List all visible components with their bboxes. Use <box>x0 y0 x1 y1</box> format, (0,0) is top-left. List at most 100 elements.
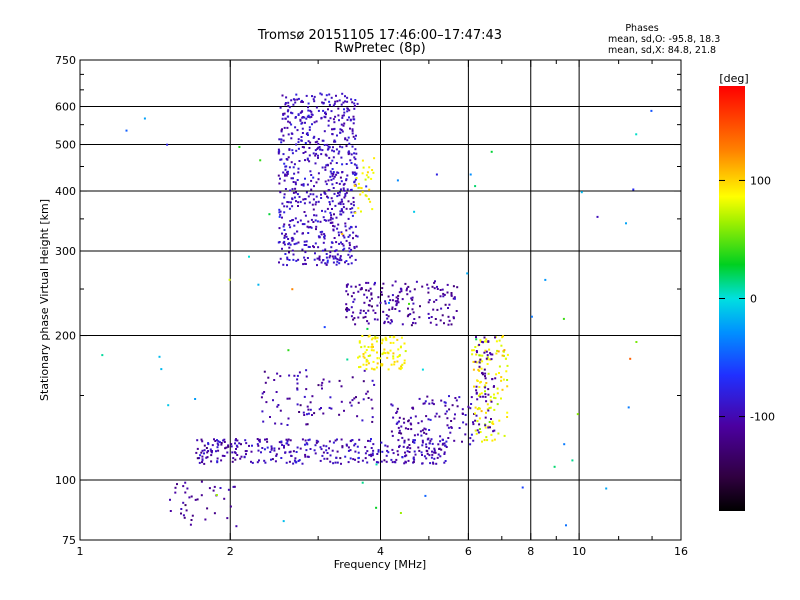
data-point <box>301 116 304 119</box>
data-point <box>472 423 475 426</box>
data-point <box>346 118 349 121</box>
data-point <box>409 290 412 293</box>
data-point <box>335 456 338 459</box>
data-point <box>143 117 146 120</box>
data-point <box>372 171 375 174</box>
data-point <box>480 392 483 395</box>
data-point <box>406 293 409 296</box>
data-point <box>314 452 317 455</box>
data-point <box>321 149 324 152</box>
data-point <box>283 179 286 182</box>
data-point <box>365 281 368 284</box>
data-point <box>240 443 242 446</box>
data-point <box>347 150 350 153</box>
data-point <box>374 337 377 340</box>
data-point <box>313 100 316 103</box>
data-point <box>361 191 364 194</box>
data-point <box>383 351 385 354</box>
data-point <box>295 191 297 194</box>
data-point <box>284 168 287 171</box>
data-point <box>494 336 496 339</box>
data-point <box>282 171 285 174</box>
data-point <box>409 447 412 450</box>
data-point <box>479 395 482 398</box>
data-point <box>370 177 373 180</box>
data-point <box>339 188 342 191</box>
data-point <box>345 308 347 311</box>
data-point <box>277 404 280 406</box>
data-point <box>482 341 484 344</box>
data-point <box>400 336 403 339</box>
data-point <box>317 200 320 203</box>
data-point <box>297 167 300 170</box>
data-point <box>358 355 361 358</box>
data-point <box>322 444 325 447</box>
data-point <box>481 354 484 357</box>
data-point <box>194 498 197 501</box>
data-point <box>353 163 356 166</box>
data-point <box>349 189 352 192</box>
data-point <box>275 391 278 393</box>
data-point <box>450 426 453 429</box>
data-point <box>480 367 483 370</box>
data-point <box>435 299 438 301</box>
data-point <box>435 412 438 415</box>
data-point <box>434 415 437 418</box>
data-point <box>332 228 335 231</box>
data-point <box>397 453 400 456</box>
data-point <box>391 448 394 451</box>
data-point <box>283 162 286 165</box>
data-point <box>329 162 332 165</box>
data-point <box>485 357 488 360</box>
x-tick-label: 4 <box>377 545 384 558</box>
data-point <box>417 422 420 425</box>
data-point <box>483 336 486 339</box>
data-point <box>452 285 455 288</box>
data-point <box>350 98 353 101</box>
data-point <box>389 336 392 338</box>
data-point <box>297 201 300 204</box>
data-point <box>498 372 500 374</box>
data-point <box>341 445 344 448</box>
data-point <box>448 408 451 411</box>
data-point <box>352 300 355 303</box>
data-point <box>425 446 428 448</box>
data-point <box>408 451 411 453</box>
data-point <box>325 164 328 167</box>
data-point <box>400 365 403 368</box>
data-point <box>476 429 479 432</box>
data-point <box>225 446 228 449</box>
data-point <box>431 453 434 456</box>
data-point <box>348 247 351 250</box>
data-point <box>427 291 430 294</box>
data-point <box>369 440 372 443</box>
data-point <box>447 437 450 439</box>
data-point <box>332 104 335 107</box>
data-point <box>482 373 484 376</box>
data-point <box>343 409 345 412</box>
data-point <box>426 452 429 455</box>
data-point <box>437 443 440 446</box>
data-point <box>287 156 290 159</box>
data-point <box>310 174 313 176</box>
data-point <box>336 438 338 441</box>
data-point <box>375 366 378 369</box>
data-point <box>284 173 287 176</box>
data-point <box>395 458 398 461</box>
data-point <box>324 248 327 251</box>
data-point <box>332 187 335 189</box>
data-point <box>351 214 354 217</box>
data-point <box>364 178 367 181</box>
data-point <box>469 443 472 446</box>
data-point <box>287 104 290 107</box>
data-point <box>273 379 276 381</box>
data-point <box>198 457 201 460</box>
data-point <box>380 460 383 463</box>
data-point <box>385 314 388 316</box>
data-point <box>380 342 383 345</box>
data-point <box>339 457 342 460</box>
data-point <box>280 440 283 443</box>
data-point <box>295 461 298 464</box>
data-point <box>280 158 283 161</box>
